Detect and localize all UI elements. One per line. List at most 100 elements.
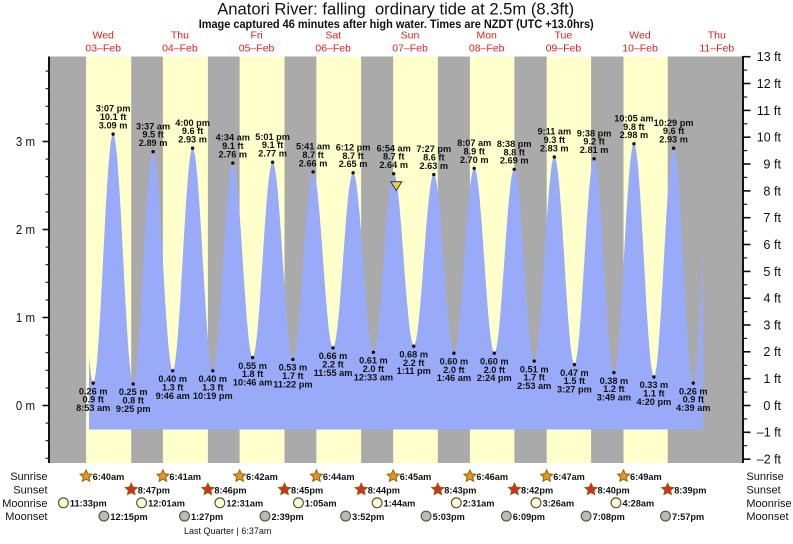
- svg-text:3:52pm: 3:52pm: [352, 512, 384, 522]
- svg-text:9:38 pm: 9:38 pm: [577, 128, 612, 138]
- svg-text:8:44pm: 8:44pm: [368, 485, 400, 495]
- svg-text:8:39pm: 8:39pm: [674, 485, 706, 495]
- svg-text:2.69 m: 2.69 m: [500, 156, 529, 166]
- svg-text:8:47pm: 8:47pm: [138, 485, 170, 495]
- svg-text:2:39pm: 2:39pm: [272, 512, 304, 522]
- svg-text:1.3 ft: 1.3 ft: [202, 382, 223, 392]
- svg-text:9.2 ft: 9.2 ft: [583, 137, 604, 147]
- svg-text:12:33 am: 12:33 am: [354, 372, 393, 382]
- svg-text:1.2 ft: 1.2 ft: [603, 384, 624, 394]
- svg-text:6:42am: 6:42am: [246, 472, 278, 482]
- svg-text:Thu: Thu: [708, 29, 726, 41]
- svg-text:9.8 ft: 9.8 ft: [623, 122, 644, 132]
- svg-text:5:41 am: 5:41 am: [296, 142, 330, 152]
- svg-text:8.9 ft: 8.9 ft: [463, 146, 484, 156]
- svg-text:13 ft: 13 ft: [757, 49, 782, 64]
- svg-text:3:26am: 3:26am: [543, 499, 575, 509]
- svg-text:0.60 m: 0.60 m: [440, 356, 469, 366]
- svg-text:0 m: 0 m: [16, 398, 35, 413]
- svg-text:10:29 pm: 10:29 pm: [654, 118, 694, 128]
- svg-text:2.63 m: 2.63 m: [419, 161, 448, 171]
- svg-text:Sunset: Sunset: [13, 485, 47, 497]
- svg-text:Moonset: Moonset: [5, 511, 47, 523]
- svg-text:2.66 m: 2.66 m: [299, 158, 328, 168]
- svg-text:6:54 am: 6:54 am: [377, 143, 411, 153]
- svg-text:11–Feb: 11–Feb: [699, 42, 734, 54]
- svg-text:0.9 ft: 0.9 ft: [683, 395, 704, 405]
- svg-text:2:31am: 2:31am: [463, 499, 495, 509]
- svg-text:09–Feb: 09–Feb: [546, 42, 582, 54]
- svg-text:1 ft: 1 ft: [763, 371, 781, 386]
- svg-text:8:38 pm: 8:38 pm: [497, 139, 532, 149]
- svg-text:9 ft: 9 ft: [763, 156, 781, 171]
- svg-text:9.1 ft: 9.1 ft: [262, 140, 283, 150]
- svg-text:Fri: Fri: [250, 29, 262, 41]
- svg-text:8.7 ft: 8.7 ft: [302, 150, 323, 160]
- svg-text:8:45pm: 8:45pm: [291, 485, 323, 495]
- svg-text:Sunset: Sunset: [746, 485, 780, 497]
- svg-text:Sunrise: Sunrise: [10, 471, 47, 483]
- svg-text:9:25 pm: 9:25 pm: [116, 404, 151, 414]
- svg-text:9.5 ft: 9.5 ft: [142, 130, 163, 140]
- svg-text:0.61 m: 0.61 m: [359, 356, 388, 366]
- svg-text:6:45am: 6:45am: [400, 472, 432, 482]
- svg-text:2.70 m: 2.70 m: [460, 155, 489, 165]
- svg-text:Moonrise: Moonrise: [746, 498, 791, 510]
- svg-text:08–Feb: 08–Feb: [469, 42, 505, 54]
- svg-text:4:34 am: 4:34 am: [216, 133, 250, 143]
- svg-text:10 ft: 10 ft: [757, 130, 782, 145]
- svg-text:0 ft: 0 ft: [763, 398, 781, 413]
- svg-text:5:01 pm: 5:01 pm: [255, 132, 290, 142]
- svg-text:4:28am: 4:28am: [623, 499, 655, 509]
- svg-text:10.1 ft: 10.1 ft: [100, 112, 127, 122]
- svg-text:07–Feb: 07–Feb: [392, 42, 428, 54]
- svg-text:6:49am: 6:49am: [630, 472, 662, 482]
- svg-text:Moonrise: Moonrise: [2, 498, 47, 510]
- svg-text:0.26 m: 0.26 m: [79, 386, 108, 396]
- svg-text:06–Feb: 06–Feb: [315, 42, 351, 54]
- svg-text:0.60 m: 0.60 m: [480, 356, 509, 366]
- svg-text:6:47am: 6:47am: [553, 472, 585, 482]
- svg-text:3.09 m: 3.09 m: [99, 121, 128, 131]
- svg-text:5:03pm: 5:03pm: [433, 512, 465, 522]
- svg-text:1:44am: 1:44am: [384, 499, 416, 509]
- svg-text:8 ft: 8 ft: [763, 183, 781, 198]
- svg-text:1:11 pm: 1:11 pm: [397, 366, 431, 376]
- svg-text:10:46 am: 10:46 am: [233, 378, 272, 388]
- svg-text:0.47 m: 0.47 m: [560, 368, 589, 378]
- svg-text:2.77 m: 2.77 m: [258, 149, 287, 159]
- svg-text:1:27pm: 1:27pm: [191, 512, 223, 522]
- svg-text:1.3 ft: 1.3 ft: [162, 382, 183, 392]
- svg-text:0.68 m: 0.68 m: [399, 349, 428, 359]
- svg-text:2.93 m: 2.93 m: [659, 135, 688, 145]
- svg-text:6:46am: 6:46am: [476, 472, 508, 482]
- svg-text:9:11 am: 9:11 am: [537, 127, 571, 137]
- svg-text:10:05 am: 10:05 am: [614, 113, 653, 123]
- svg-text:7:57pm: 7:57pm: [672, 512, 704, 522]
- svg-text:2.98 m: 2.98 m: [620, 130, 649, 140]
- svg-text:11 ft: 11 ft: [757, 103, 782, 118]
- svg-text:9.1 ft: 9.1 ft: [222, 141, 243, 151]
- svg-text:0.40 m: 0.40 m: [198, 374, 227, 384]
- svg-text:1:05am: 1:05am: [305, 499, 337, 509]
- svg-text:8.7 ft: 8.7 ft: [383, 152, 404, 162]
- svg-text:2.2 ft: 2.2 ft: [403, 358, 424, 368]
- svg-text:8:42pm: 8:42pm: [521, 485, 553, 495]
- svg-text:6:12 pm: 6:12 pm: [336, 142, 371, 152]
- svg-text:0.40 m: 0.40 m: [158, 374, 187, 384]
- svg-text:3 m: 3 m: [16, 134, 35, 149]
- svg-text:0.26 m: 0.26 m: [679, 386, 708, 396]
- svg-text:1.7 ft: 1.7 ft: [523, 373, 544, 383]
- svg-text:0.33 m: 0.33 m: [640, 380, 669, 390]
- svg-text:03–Feb: 03–Feb: [85, 42, 121, 54]
- svg-text:2.76 m: 2.76 m: [218, 150, 247, 160]
- svg-text:2.65 m: 2.65 m: [339, 159, 368, 169]
- svg-text:12:15pm: 12:15pm: [110, 512, 147, 522]
- svg-text:4 ft: 4 ft: [763, 291, 781, 306]
- svg-text:8:53 am: 8:53 am: [76, 403, 110, 413]
- svg-text:Sunrise: Sunrise: [746, 471, 783, 483]
- svg-text:Image captured 46 minutes afte: Image captured 46 minutes after high wat…: [199, 17, 594, 31]
- svg-text:1.5 ft: 1.5 ft: [564, 376, 585, 386]
- svg-text:3:27 pm: 3:27 pm: [557, 385, 592, 395]
- svg-text:12:01am: 12:01am: [148, 499, 185, 509]
